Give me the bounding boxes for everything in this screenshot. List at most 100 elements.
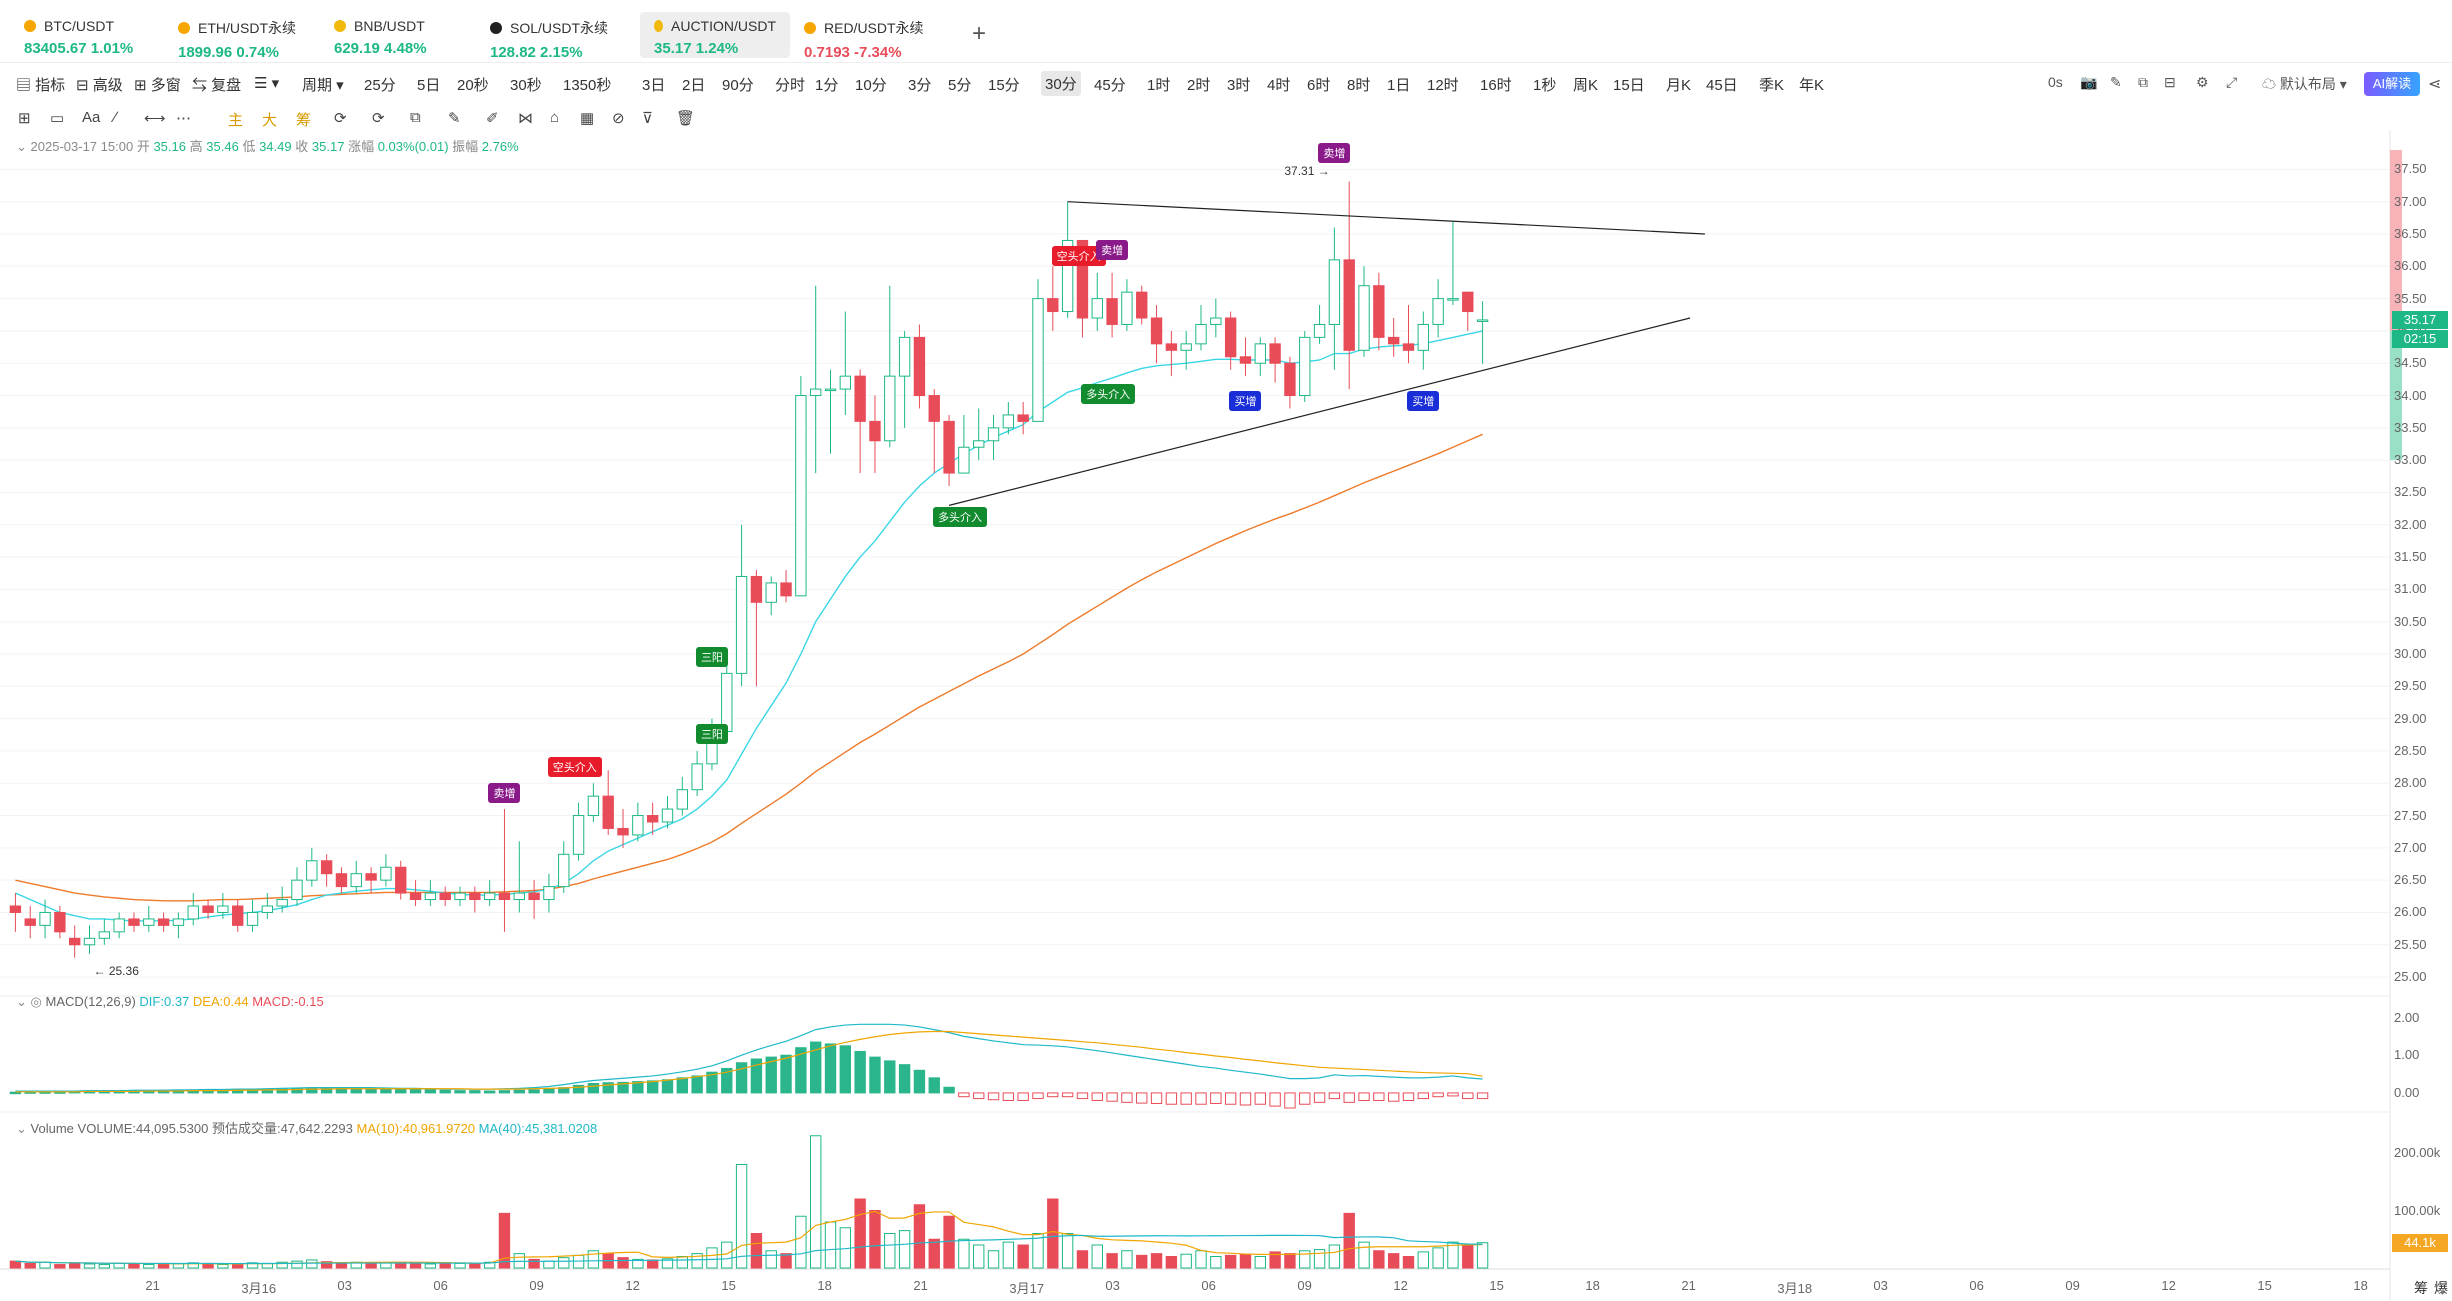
toolbar-复盘[interactable]: ⇆ 复盘	[192, 77, 242, 94]
drawing-tool-2[interactable]: Aa	[82, 109, 101, 126]
period-2时[interactable]: 2时	[1187, 77, 1211, 94]
period-15日[interactable]: 15日	[1613, 77, 1645, 94]
drawing-tool-0[interactable]: ⊞	[18, 110, 31, 127]
share-icon[interactable]: ⋖	[2428, 76, 2442, 93]
trendline-2[interactable]	[948, 317, 1691, 506]
period-90分[interactable]: 90分	[722, 77, 754, 94]
toolbar-right-7[interactable]: ☁ 默认布局 ▾	[2262, 76, 2347, 92]
trendline-1[interactable]	[1067, 201, 1705, 235]
period-30秒[interactable]: 30秒	[510, 77, 542, 94]
drawing-tool-15[interactable]: ⌂	[550, 109, 560, 126]
drawing-tool-1[interactable]: ▭	[50, 110, 65, 127]
drawing-tool-16[interactable]: ▦	[580, 110, 595, 127]
x-axis-label: 09	[1297, 1278, 1312, 1293]
macd-eye-icon[interactable]: ⌄ ◎	[16, 994, 42, 1009]
toolbar-周期[interactable]: 周期 ▾	[302, 77, 344, 94]
period-15分[interactable]: 15分	[988, 77, 1020, 94]
period-1日[interactable]: 1日	[1387, 77, 1411, 94]
drawing-tool-12[interactable]: ✎	[448, 110, 461, 127]
market-tab-solusdt[interactable]: SOL/USDT永续 128.82 2.15%	[476, 12, 636, 61]
period-周K[interactable]: 周K	[1573, 77, 1599, 94]
toolbar-高级[interactable]: ⊟ 高级	[76, 77, 123, 94]
toolbar-right-0[interactable]: 0s	[2048, 74, 2063, 90]
drawing-tool-3[interactable]: ∕	[114, 109, 117, 126]
period-4时[interactable]: 4时	[1267, 77, 1291, 94]
toolbar-[interactable]: ☰ ▾	[254, 75, 280, 92]
drawing-tool-11[interactable]: ⧉	[410, 109, 421, 126]
toolbar-指标[interactable]: ▤ 指标	[16, 77, 66, 94]
macd-bar	[1195, 1092, 1207, 1105]
drawing-tool-18[interactable]: ⊽	[642, 110, 653, 127]
market-tab-redusdt[interactable]: RED/USDT永续 0.7193 -7.34%	[790, 12, 940, 61]
period-30分[interactable]: 30分	[1041, 71, 1081, 96]
macd-bar	[483, 1090, 496, 1094]
toolbar-right-3[interactable]: ⧉	[2138, 74, 2148, 90]
period-1350秒[interactable]: 1350秒	[563, 77, 612, 94]
volume-bar	[1447, 1241, 1459, 1269]
drawing-tool-10[interactable]: ⟳	[372, 110, 385, 127]
period-5日[interactable]: 5日	[417, 77, 441, 94]
drawing-tool-4[interactable]: ⟷	[144, 110, 166, 127]
candle	[483, 880, 496, 906]
y-axis-label: 27.50	[2394, 807, 2427, 823]
toolbar-right-4[interactable]: ⊟	[2164, 74, 2176, 90]
period-8时[interactable]: 8时	[1347, 77, 1371, 94]
price-chart[interactable]	[0, 130, 2452, 1301]
toolbar-多窗[interactable]: ⊞ 多窗	[134, 77, 181, 94]
drawing-tool-7[interactable]: 大	[262, 112, 278, 129]
candle	[202, 899, 214, 919]
vol-eye-icon[interactable]: ⌄	[16, 1121, 27, 1136]
candle	[543, 873, 555, 913]
add-tab-button[interactable]: +	[972, 20, 987, 47]
volume-bar	[913, 1204, 926, 1269]
volume-bar	[1432, 1247, 1444, 1269]
period-5分[interactable]: 5分	[948, 77, 972, 94]
drawing-tool-19[interactable]: 🗑	[676, 110, 696, 127]
market-tab-ethusdt[interactable]: ETH/USDT永续 1899.96 0.74%	[164, 12, 314, 61]
period-25分[interactable]: 25分	[364, 77, 396, 94]
toolbar-right-1[interactable]: 📷	[2080, 74, 2098, 90]
drawing-tool-14[interactable]: ⋈	[518, 110, 533, 127]
drawing-tool-5[interactable]: ⋯	[176, 110, 191, 127]
macd-bar	[1373, 1092, 1385, 1101]
drawing-tool-8[interactable]: 筹	[296, 112, 312, 129]
period-10分[interactable]: 10分	[855, 77, 887, 94]
toolbar-right-6[interactable]: ⤢	[2226, 74, 2238, 90]
period-12时[interactable]: 12时	[1427, 77, 1459, 94]
period-6时[interactable]: 6时	[1307, 77, 1331, 94]
volume-bar	[246, 1262, 259, 1269]
period-1分[interactable]: 1分	[815, 77, 839, 94]
market-tab-bnbusdt[interactable]: BNB/USDT 629.19 4.48%	[320, 12, 470, 58]
drawing-tool-13[interactable]: ✐	[486, 110, 499, 127]
period-2日[interactable]: 2日	[682, 77, 706, 94]
toolbar-right-2[interactable]: ✎	[2110, 74, 2122, 90]
period-45日[interactable]: 45日	[1706, 77, 1738, 94]
liquidation-button[interactable]: 爆	[2434, 1280, 2448, 1296]
drawing-tool-6[interactable]: 主	[228, 112, 244, 129]
period-3日[interactable]: 3日	[642, 77, 666, 94]
macd-value: MACD:-0.15	[252, 994, 324, 1009]
chip-distribution-button[interactable]: 筹	[2414, 1280, 2428, 1296]
period-3分[interactable]: 3分	[908, 77, 932, 94]
chevron-icon[interactable]: ⌄	[16, 139, 27, 154]
market-tab-btcusdt[interactable]: BTC/USDT 83405.67 1.01%	[10, 12, 160, 58]
macd-bar	[1106, 1092, 1118, 1102]
drawing-tool-17[interactable]: ⊘	[612, 110, 625, 127]
macd-bar	[1150, 1092, 1163, 1104]
period-月K[interactable]: 月K	[1666, 77, 1692, 94]
toolbar-right-5[interactable]: ⚙	[2196, 74, 2209, 90]
period-年K[interactable]: 年K	[1799, 77, 1825, 94]
period-1时[interactable]: 1时	[1147, 77, 1171, 94]
period-3时[interactable]: 3时	[1227, 77, 1251, 94]
period-45分[interactable]: 45分	[1094, 77, 1126, 94]
period-16时[interactable]: 16时	[1480, 77, 1512, 94]
market-tab-auctionusdt[interactable]: AUCTION/USDT 35.17 1.24%	[640, 12, 790, 58]
period-季K[interactable]: 季K	[1759, 77, 1785, 94]
drawing-tool-9[interactable]: ⟳	[334, 110, 347, 127]
period-20秒[interactable]: 20秒	[457, 77, 489, 94]
x-axis-label: 18	[817, 1278, 832, 1293]
period-分时[interactable]: 分时	[775, 77, 806, 94]
candle	[839, 311, 852, 415]
ai-interpret-button[interactable]: AI解读	[2364, 72, 2420, 96]
period-1秒[interactable]: 1秒	[1533, 77, 1557, 94]
